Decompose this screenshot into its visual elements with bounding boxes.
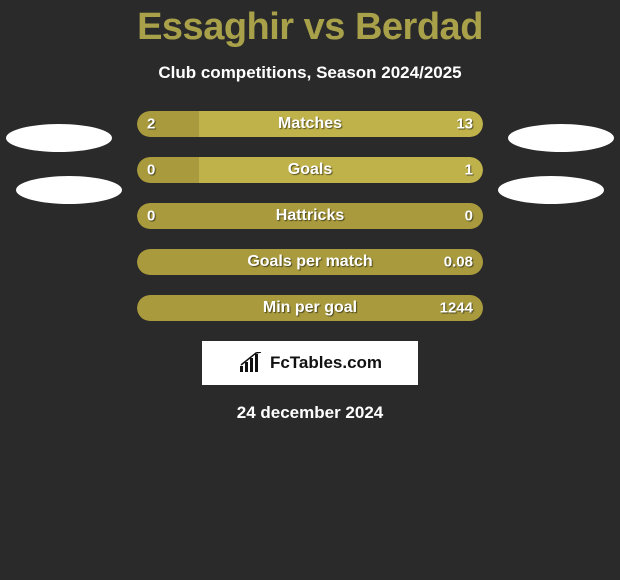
stat-value-right: 1	[465, 162, 473, 179]
stats-area: 2 Matches 13 0 Goals 1 0 Hattricks 0	[0, 111, 620, 321]
stat-label: Min per goal	[263, 299, 357, 317]
stat-value-right: 0.08	[444, 254, 473, 271]
brand-box[interactable]: FcTables.com	[202, 341, 418, 385]
stat-row: 0 Goals 1	[137, 157, 483, 183]
subtitle: Club competitions, Season 2024/2025	[0, 63, 620, 83]
date-text: 24 december 2024	[0, 403, 620, 423]
stat-value-left: 2	[147, 116, 155, 133]
stat-value-left: 0	[147, 208, 155, 225]
stat-value-right: 13	[456, 116, 473, 133]
stat-value-left: 0	[147, 162, 155, 179]
stat-label: Goals	[288, 161, 332, 179]
brand-text: FcTables.com	[270, 353, 382, 373]
stat-row: Goals per match 0.08	[137, 249, 483, 275]
chart-icon	[238, 352, 264, 374]
stat-row: Min per goal 1244	[137, 295, 483, 321]
stat-value-right: 0	[465, 208, 473, 225]
comparison-card: Essaghir vs Berdad Club competitions, Se…	[0, 0, 620, 423]
stat-value-right: 1244	[440, 300, 473, 317]
stat-label: Hattricks	[276, 207, 344, 225]
stat-label: Goals per match	[247, 253, 372, 271]
stat-label: Matches	[278, 115, 342, 133]
stat-row: 2 Matches 13	[137, 111, 483, 137]
stat-row: 0 Hattricks 0	[137, 203, 483, 229]
bar-right	[199, 157, 483, 183]
page-title: Essaghir vs Berdad	[0, 0, 620, 49]
